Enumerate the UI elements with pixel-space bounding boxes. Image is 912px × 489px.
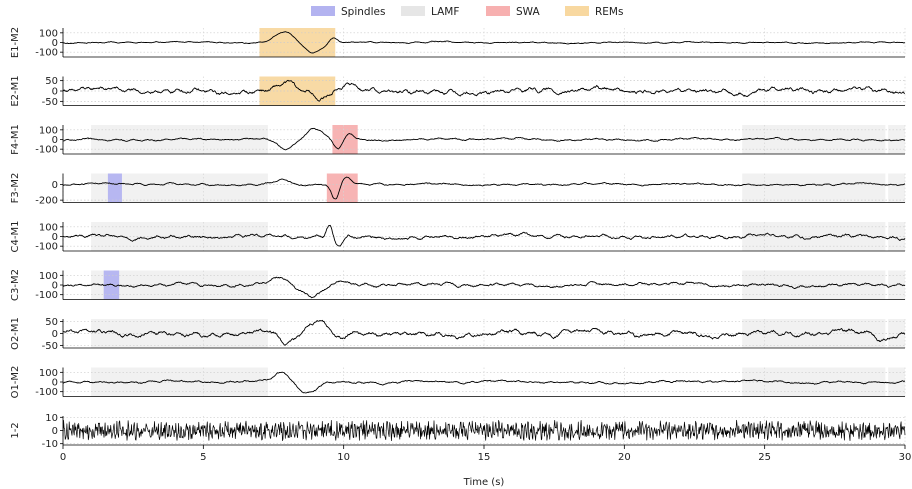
x-axis-label: Time (s) — [463, 477, 505, 488]
xtick-label-5: 25 — [758, 452, 771, 463]
ytick-label-e2-m1-0: 50 — [45, 76, 58, 87]
legend-swatch-swa — [486, 6, 510, 16]
xtick-label-1: 5 — [200, 452, 206, 463]
legend-label-spindles: Spindles — [341, 6, 385, 18]
legend-label-lamf: LAMF — [431, 6, 459, 18]
ytick-label-e2-m1-1: 0 — [52, 87, 58, 98]
ytick-label-f4-m1-2: -100 — [35, 145, 58, 156]
ytick-label-1-2-0: 10 — [45, 413, 58, 424]
event-spindles-f3-m2-3 — [107, 173, 122, 203]
channel-label-c3-m2: C3-M2 — [10, 269, 21, 301]
channel-label-e1-m2: E1-M2 — [10, 27, 21, 58]
legend-swatch-rems — [565, 6, 589, 16]
legend-swatch-lamf — [401, 6, 425, 16]
ytick-label-o2-m1-0: 50 — [45, 317, 58, 328]
ytick-label-e2-m1-2: -50 — [42, 97, 58, 108]
trace-o1-m2 — [62, 371, 906, 394]
ytick-label-f4-m1-0: 100 — [39, 125, 58, 136]
xtick-label-3: 15 — [478, 452, 491, 463]
trace-c4-m1 — [62, 224, 906, 247]
ytick-label-f3-m2-1: -200 — [35, 196, 58, 207]
ytick-label-e1-m2-0: 100 — [39, 28, 58, 39]
x-axis: 0 5 10 15 20 25 30 — [60, 445, 912, 463]
legend-swatch-spindles — [311, 6, 335, 16]
xtick-label-4: 20 — [618, 452, 631, 463]
legend-label-rems: REMs — [595, 6, 623, 18]
ytick-label-o1-m2-0: 100 — [39, 368, 58, 379]
ytick-label-1-2-1: 0 — [52, 426, 58, 437]
panel-1-2: 10 0 -10 1-2 — [10, 413, 906, 450]
ytick-label-o1-m2-1: 0 — [52, 378, 58, 389]
trace-f4-m1 — [62, 127, 905, 151]
legend: Spindles LAMF SWA REMs — [311, 6, 623, 18]
ytick-label-c3-m2-0: 100 — [39, 271, 58, 282]
ytick-label-c4-m1-1: 0 — [52, 232, 58, 243]
ytick-label-f3-m2-0: 0 — [52, 180, 58, 191]
xtick-label-6: 30 — [899, 452, 912, 463]
ytick-label-c4-m1-2: -100 — [35, 242, 58, 253]
trace-e2-m1 — [62, 79, 905, 102]
panel-f3-m2: 0 -200 F3-M2 — [10, 173, 906, 207]
legend-label-swa: SWA — [516, 6, 540, 18]
channel-label-e2-m1: E2-M1 — [10, 75, 21, 106]
trace-1-2 — [62, 419, 906, 442]
ytick-label-o2-m1-2: -50 — [42, 341, 58, 352]
trace-f3-m2 — [62, 176, 906, 200]
channel-panels: 1000-100E1-M2500-50E2-M11000-100F4-M10-2… — [10, 27, 906, 450]
trace-e1-m2 — [62, 31, 906, 54]
channel-label-1-2: 1-2 — [10, 422, 21, 438]
event-lamf-f3-m2-2 — [888, 173, 905, 203]
channel-label-f3-m2: F3-M2 — [10, 173, 21, 204]
ytick-label-o1-m2-2: -100 — [35, 387, 58, 398]
ytick-label-c3-m2-1: 0 — [52, 281, 58, 292]
channel-label-f4-m1: F4-M1 — [10, 124, 21, 155]
channel-label-o1-m2: O1-M2 — [10, 366, 21, 399]
ytick-label-c4-m1-0: 100 — [39, 222, 58, 233]
trace-c3-m2 — [62, 276, 906, 299]
panel-o2-m1: 500-50 O2-M1 — [10, 317, 906, 352]
ytick-label-e1-m2-1: 0 — [52, 38, 58, 49]
xtick-label-2: 10 — [337, 452, 350, 463]
ytick-label-f4-m1-1: 0 — [52, 135, 58, 146]
trace-o2-m1 — [62, 319, 905, 346]
channel-label-c4-m1: C4-M1 — [10, 221, 21, 253]
xtick-label-0: 0 — [60, 452, 66, 463]
event-lamf-f3-m2-1 — [742, 173, 886, 203]
ytick-label-1-2-2: -10 — [42, 439, 58, 450]
ytick-label-c3-m2-2: -100 — [35, 290, 58, 301]
ytick-label-o2-m1-1: 0 — [52, 329, 58, 340]
ytick-label-e1-m2-2: -100 — [35, 48, 58, 59]
panel-e2-m1: 500-50 E2-M1 — [10, 75, 906, 108]
event-swa-f3-m2-4 — [326, 173, 358, 203]
event-spindles-c3-m2-3 — [103, 270, 120, 300]
channel-label-o2-m1: O2-M1 — [10, 317, 21, 350]
